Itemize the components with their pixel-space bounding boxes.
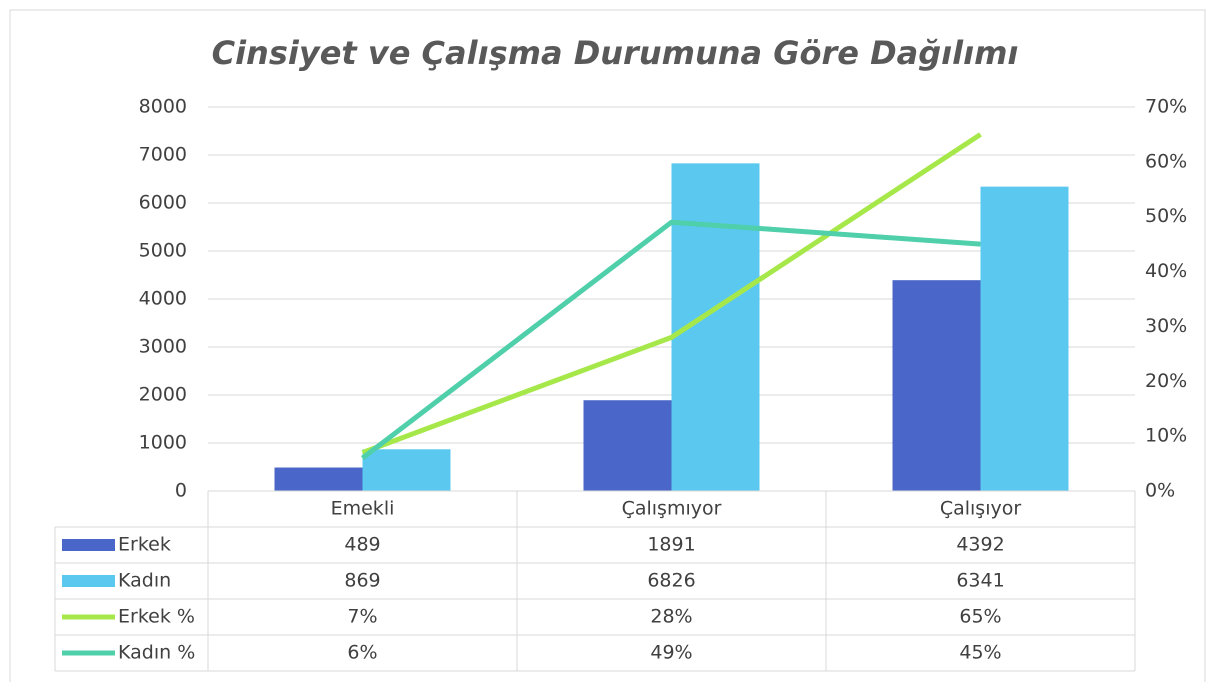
line — [361, 132, 982, 455]
y2-tick-label: 70% — [1145, 96, 1187, 118]
table-value: 49% — [650, 642, 692, 664]
bar — [980, 186, 1069, 491]
y2-tick-label: 10% — [1145, 425, 1187, 447]
y-tick-label: 4000 — [139, 288, 187, 310]
bar — [362, 449, 451, 491]
chart-title: Cinsiyet ve Çalışma Durumuna Göre Dağılı… — [212, 34, 1019, 72]
table-value: 4392 — [956, 534, 1004, 556]
bar — [892, 280, 981, 491]
y2-tick-label: 20% — [1145, 370, 1187, 392]
legend-label: Kadın — [118, 570, 171, 592]
y2-tick-label: 0% — [1145, 480, 1175, 502]
bar — [583, 400, 672, 491]
table-value: 45% — [959, 642, 1001, 664]
table-value: 869 — [344, 570, 380, 592]
y-tick-label: 7000 — [139, 144, 187, 166]
y-tick-label: 3000 — [139, 336, 187, 358]
table-value: 28% — [650, 606, 692, 628]
y2-tick-label: 30% — [1145, 315, 1187, 337]
y-tick-label: 0 — [175, 480, 187, 502]
x-tick-label: Emekli — [331, 498, 395, 520]
y-tick-label: 6000 — [139, 192, 187, 214]
legend-label: Erkek — [118, 534, 171, 556]
legend-key — [62, 575, 115, 587]
y-tick-label: 1000 — [139, 432, 187, 454]
bar — [274, 467, 363, 491]
y-tick-label: 5000 — [139, 240, 187, 262]
y2-tick-label: 50% — [1145, 205, 1187, 227]
y2-tick-label: 40% — [1145, 260, 1187, 282]
y-tick-label: 2000 — [139, 384, 187, 406]
legend-label: Erkek % — [118, 606, 195, 628]
line — [360, 219, 981, 461]
y2-tick-label: 60% — [1145, 150, 1187, 172]
x-tick-label: Çalışıyor — [940, 498, 1022, 520]
table-value: 1891 — [647, 534, 695, 556]
table-value: 6341 — [956, 570, 1004, 592]
table-value: 7% — [347, 606, 377, 628]
legend-label: Kadın % — [118, 642, 195, 664]
x-tick-label: Çalışmıyor — [622, 498, 722, 520]
y-tick-label: 8000 — [139, 96, 187, 118]
table-value: 6% — [347, 642, 377, 664]
legend-key — [62, 539, 115, 551]
table-value: 489 — [344, 534, 380, 556]
table-value: 6826 — [647, 570, 695, 592]
table-value: 65% — [959, 606, 1001, 628]
